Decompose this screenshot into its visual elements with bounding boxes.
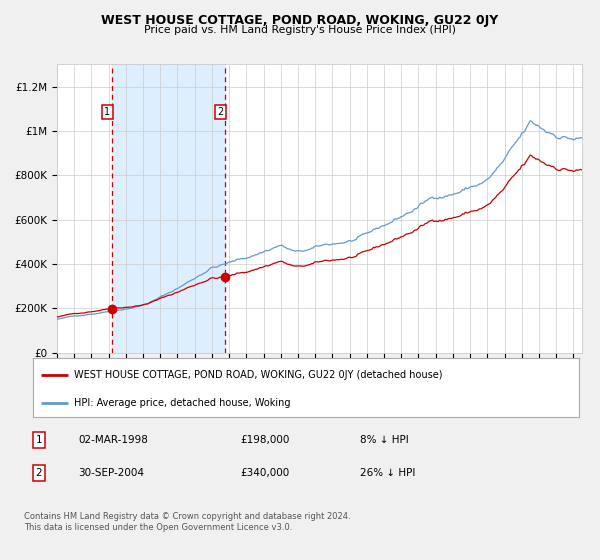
Text: WEST HOUSE COTTAGE, POND ROAD, WOKING, GU22 0JY (detached house): WEST HOUSE COTTAGE, POND ROAD, WOKING, G…	[74, 370, 442, 380]
Text: 8% ↓ HPI: 8% ↓ HPI	[360, 435, 409, 445]
Text: Price paid vs. HM Land Registry's House Price Index (HPI): Price paid vs. HM Land Registry's House …	[144, 25, 456, 35]
Text: £198,000: £198,000	[240, 435, 289, 445]
Text: 1: 1	[104, 107, 110, 117]
Text: 02-MAR-1998: 02-MAR-1998	[78, 435, 148, 445]
Text: 2: 2	[217, 107, 224, 117]
Text: 1: 1	[35, 435, 43, 445]
Text: 30-SEP-2004: 30-SEP-2004	[78, 468, 144, 478]
Text: HPI: Average price, detached house, Woking: HPI: Average price, detached house, Woki…	[74, 398, 290, 408]
Text: £340,000: £340,000	[240, 468, 289, 478]
Text: WEST HOUSE COTTAGE, POND ROAD, WOKING, GU22 0JY: WEST HOUSE COTTAGE, POND ROAD, WOKING, G…	[101, 14, 499, 27]
Text: 2: 2	[35, 468, 43, 478]
Text: 26% ↓ HPI: 26% ↓ HPI	[360, 468, 415, 478]
Bar	[112, 64, 225, 353]
Text: Contains HM Land Registry data © Crown copyright and database right 2024.
This d: Contains HM Land Registry data © Crown c…	[24, 512, 350, 532]
